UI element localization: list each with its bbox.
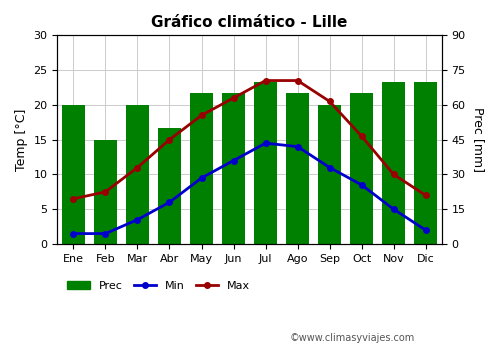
Title: Gráfico climático - Lille: Gráfico climático - Lille xyxy=(152,15,348,30)
Y-axis label: Prec [mm]: Prec [mm] xyxy=(472,107,485,172)
Bar xyxy=(126,105,148,244)
Bar xyxy=(286,93,309,244)
Bar xyxy=(222,93,245,244)
Bar xyxy=(382,82,405,244)
Bar xyxy=(190,93,212,244)
Bar xyxy=(62,105,84,244)
Bar xyxy=(350,93,373,244)
Bar xyxy=(94,140,116,244)
Bar xyxy=(158,128,180,244)
Legend: Prec, Min, Max: Prec, Min, Max xyxy=(63,277,254,296)
Y-axis label: Temp [°C]: Temp [°C] xyxy=(15,108,28,171)
Text: ©www.climasyviajes.com: ©www.climasyviajes.com xyxy=(290,333,415,343)
Bar xyxy=(414,82,437,244)
Bar xyxy=(318,105,341,244)
Bar xyxy=(254,82,277,244)
